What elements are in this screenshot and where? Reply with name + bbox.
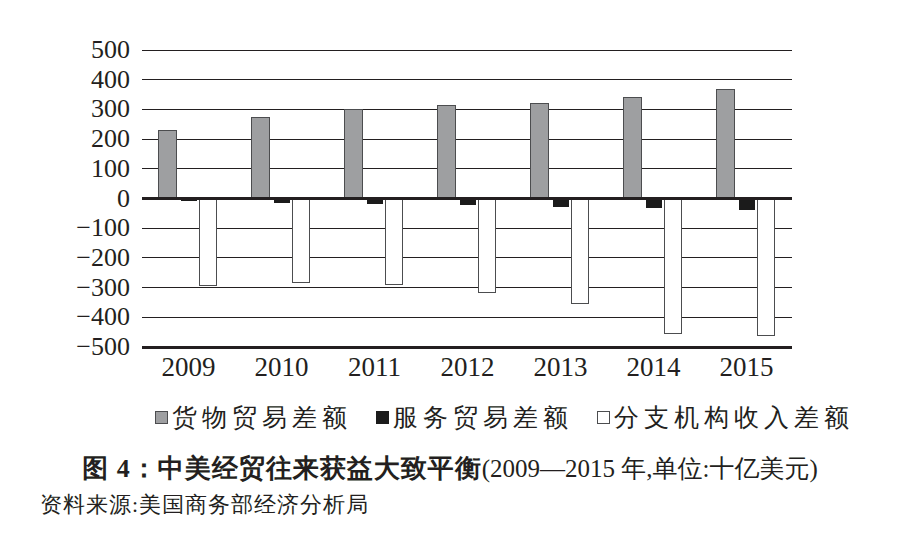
y-tick--200: −200	[0, 243, 130, 273]
bar-goods-2013	[530, 103, 549, 199]
y-tick--500: −500	[0, 332, 130, 362]
bar-affiliate-2014	[664, 199, 682, 335]
gridline-200	[142, 139, 792, 140]
x-tick-2012: 2012	[421, 352, 514, 383]
y-tick-0: 0	[0, 184, 130, 214]
bar-goods-2009	[158, 130, 177, 198]
gridline-500	[142, 50, 792, 51]
x-tick-2011: 2011	[328, 352, 421, 383]
figure-4-chart: 5004003002001000−100−200−300−400−500 200…	[0, 0, 900, 535]
legend-label-affiliate: 分支机构收入差额	[614, 401, 854, 434]
x-axis-labels: 2009201020112012201320142015	[142, 352, 792, 384]
gridline--500	[142, 346, 792, 349]
gridline--300	[142, 287, 792, 288]
figure-title-note: (2009—2015 年,单位:十亿美元)	[482, 455, 818, 482]
legend-swatch-goods	[155, 411, 168, 424]
legend: 货物贸易差额 服务贸易差额 分支机构收入差额	[155, 401, 854, 434]
legend-swatch-affiliate	[597, 411, 610, 424]
x-tick-2013: 2013	[514, 352, 607, 383]
gridline-0	[142, 197, 792, 200]
bar-affiliate-2010	[292, 199, 310, 283]
bar-goods-2014	[623, 97, 642, 199]
y-tick--100: −100	[0, 213, 130, 243]
gridline--400	[142, 317, 792, 318]
legend-item-goods: 货物贸易差额	[155, 401, 352, 434]
bar-affiliate-2015	[757, 199, 775, 336]
legend-item-services: 服务贸易差额	[376, 401, 573, 434]
gridline-100	[142, 168, 792, 169]
bar-affiliate-2013	[571, 199, 589, 304]
legend-item-affiliate: 分支机构收入差额	[597, 401, 854, 434]
y-tick--400: −400	[0, 302, 130, 332]
y-tick-400: 400	[0, 65, 130, 95]
x-tick-2010: 2010	[235, 352, 328, 383]
bar-goods-2010	[251, 117, 270, 199]
legend-label-goods: 货物贸易差额	[172, 401, 352, 434]
bar-goods-2011	[344, 109, 363, 198]
bar-affiliate-2012	[478, 199, 496, 293]
y-tick-500: 500	[0, 35, 130, 65]
legend-label-services: 服务贸易差额	[393, 401, 573, 434]
gridline-300	[142, 109, 792, 110]
source-note: 资料来源:美国商务部经济分析局	[40, 490, 369, 520]
gridline-400	[142, 79, 792, 80]
gridline--200	[142, 257, 792, 258]
bar-goods-2012	[437, 105, 456, 199]
y-tick-300: 300	[0, 94, 130, 124]
figure-title: 图 4：中美经贸往来获益大致平衡(2009—2015 年,单位:十亿美元)	[0, 451, 900, 486]
legend-swatch-services	[376, 411, 389, 424]
y-axis-labels: 5004003002001000−100−200−300−400−500	[0, 50, 130, 347]
y-tick--300: −300	[0, 273, 130, 303]
bar-affiliate-2009	[199, 199, 217, 287]
x-tick-2014: 2014	[607, 352, 700, 383]
bar-services-2015	[739, 199, 755, 210]
gridline--100	[142, 228, 792, 229]
y-tick-100: 100	[0, 154, 130, 184]
plot-area	[142, 50, 792, 347]
figure-title-main: 图 4：中美经贸往来获益大致平衡	[82, 454, 482, 483]
x-tick-2009: 2009	[142, 352, 235, 383]
bar-goods-2015	[716, 89, 735, 199]
x-tick-2015: 2015	[700, 352, 793, 383]
y-tick-200: 200	[0, 124, 130, 154]
bar-affiliate-2011	[385, 199, 403, 285]
